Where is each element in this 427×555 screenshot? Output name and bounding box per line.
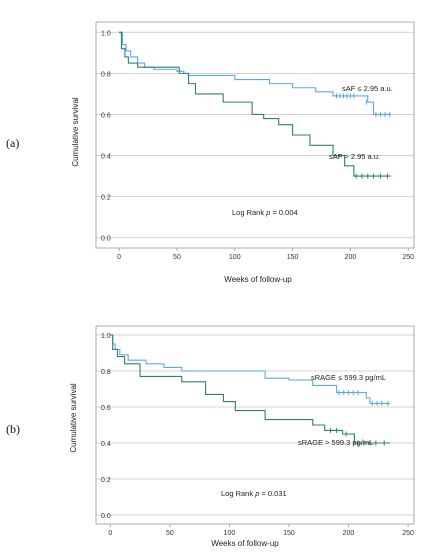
x-tick-label: 50: [166, 530, 174, 537]
x-tick-label: 50: [173, 254, 181, 261]
chart-panel-a: (a) 0.0 0.2 0.4 0.6 0.8 1.0 0 50 100 150 200 250 Wee…: [6, 21, 415, 284]
x-tick-label: 250: [402, 530, 414, 537]
x-axis-label: Weeks of follow-up: [211, 539, 279, 548]
y-tick-label: 0.0: [101, 513, 111, 520]
log-rank-value: = 0.004: [270, 208, 297, 217]
plot-frame: [95, 325, 415, 525]
y-tick-label: 0.8: [101, 369, 111, 376]
x-tick-label: 200: [345, 254, 357, 261]
x-axis-label: Weeks of follow-up: [224, 275, 292, 284]
x-tick-label: 100: [229, 254, 241, 261]
y-tick-label: 0.6: [101, 405, 111, 412]
y-tick-label: 0.0: [101, 236, 111, 243]
log-rank-value: = 0.031: [259, 489, 286, 498]
log-rank-annotation: Log Rank p = 0.031: [221, 489, 287, 498]
y-tick-label: 0.2: [101, 195, 111, 202]
y-axis-label: Cumulative survival: [69, 383, 78, 453]
survival-chart-a: 0.0 0.2 0.4 0.6 0.8 1.0 0 50 100 150 200 250 Weeks o…: [71, 21, 415, 284]
log-rank-p: p: [265, 208, 270, 217]
series-label: sAF > 2.95 a.u.: [329, 152, 380, 161]
x-tick-label: 0: [117, 254, 121, 261]
x-tick-label: 200: [343, 530, 355, 537]
y-tick-label: 1.0: [101, 30, 111, 37]
log-rank-prefix: Log Rank: [232, 208, 266, 217]
survival-curve-high: [119, 31, 391, 177]
series-label: sAF ≤ 2.95 a.u.: [342, 84, 393, 93]
chart-panel-b: (b) 0.0 0.2 0.4 0.6 0.8 1.0 0 50 100 150 200 250 Wee…: [0, 318, 427, 550]
log-rank-p: p: [254, 489, 259, 498]
panel-label: (a): [6, 136, 20, 150]
survival-curve-high: [110, 334, 391, 444]
y-tick-label: 0.4: [101, 154, 111, 161]
x-tick-label: 150: [287, 254, 299, 261]
log-rank-prefix: Log Rank: [221, 489, 255, 498]
x-tick-label: 250: [402, 254, 414, 261]
y-tick-label: 0.4: [101, 441, 111, 448]
x-tick-label: 0: [108, 530, 112, 537]
log-rank-annotation: Log Rank p = 0.004: [232, 208, 298, 217]
series-label: sRAGE ≤ 599.3 pg/mL: [311, 373, 386, 382]
x-tick-label: 100: [224, 530, 236, 537]
y-tick-label: 0.2: [101, 477, 111, 484]
survival-chart-b: 0.0 0.2 0.4 0.6 0.8 1.0 0 50 100 150 200 250 Weeks o…: [69, 325, 415, 548]
y-tick-label: 0.8: [101, 71, 111, 78]
y-tick-label: 0.6: [101, 112, 111, 119]
plot-frame: [95, 21, 415, 249]
panel-label: (b): [6, 422, 20, 436]
x-tick-label: 150: [283, 530, 295, 537]
series-label: sRAGE > 599.3 pg/mL: [298, 438, 373, 447]
y-axis-label: Cumulative survival: [71, 97, 80, 167]
y-tick-label: 1.0: [101, 333, 111, 340]
